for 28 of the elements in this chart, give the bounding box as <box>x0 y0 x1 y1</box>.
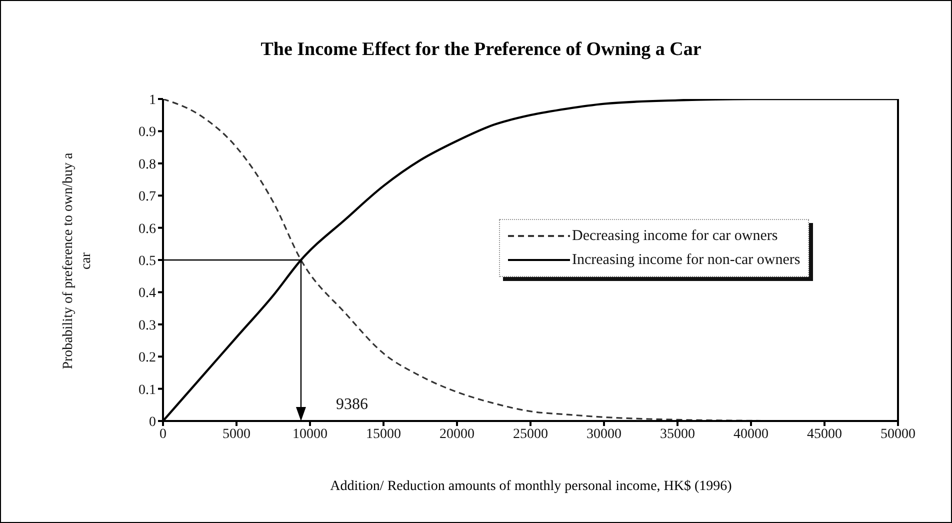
x-tick-label: 5000 <box>222 426 250 442</box>
x-tick-label: 20000 <box>440 426 474 442</box>
y-tick-label: 0.8 <box>138 157 156 172</box>
y-tick-label: 0 <box>149 414 156 430</box>
y-tick-label: 0.9 <box>138 125 156 140</box>
y-axis-title: Probability of preference to own/buy a car <box>61 152 94 370</box>
legend-label: Decreasing income for car owners <box>572 228 778 244</box>
y-tick-label: 0.4 <box>138 286 156 302</box>
x-tick-label: 10000 <box>292 426 328 442</box>
chart-title: The Income Effect for the Preference of Owning a Car <box>260 39 702 61</box>
x-tick-label: 40000 <box>734 426 768 442</box>
y-tick-label: 1 <box>149 92 156 108</box>
x-tick-label: 35000 <box>660 426 695 442</box>
x-tick-label: 0 <box>160 426 166 442</box>
x-axis-title: Addition/ Reduction amounts of monthly personal income, HK$ (1996) <box>329 479 733 495</box>
x-tick-label: 15000 <box>366 426 401 442</box>
y-tick-label: 0.1 <box>138 382 156 398</box>
y-tick-label: 0.6 <box>138 222 156 237</box>
ref-line-label: 9386 <box>336 396 368 413</box>
y-tick-label: 0.7 <box>138 190 156 205</box>
x-tick-label: 45000 <box>807 426 842 442</box>
legend-label: Increasing income for non-car owners <box>572 252 800 268</box>
y-tick-label: 0.2 <box>138 350 156 366</box>
x-tick-label: 50000 <box>880 426 916 442</box>
y-tick-label: 0.3 <box>138 318 156 334</box>
x-tick-label: 30000 <box>586 426 622 442</box>
x-tick-label: 25000 <box>513 426 548 442</box>
y-tick-label: 0.5 <box>138 254 156 269</box>
